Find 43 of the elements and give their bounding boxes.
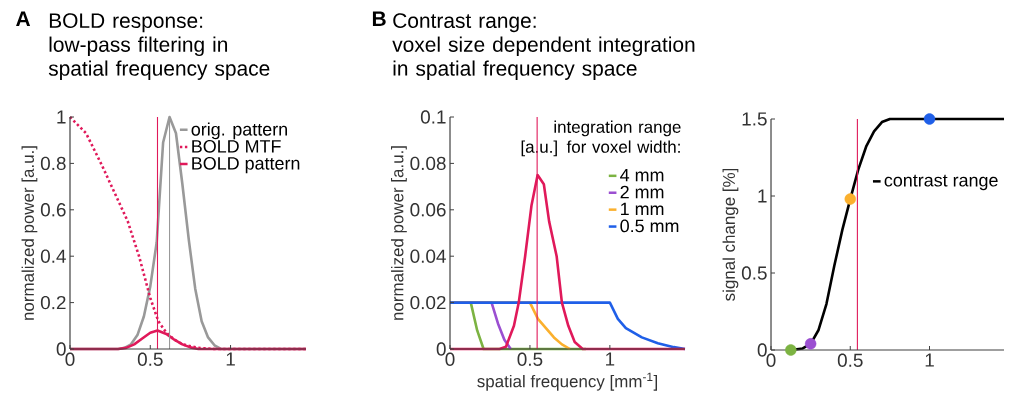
chart-subtitle: low-pass filtering in spatial frequency space: [48, 36, 270, 80]
text: B: [372, 11, 386, 26]
x-axis-title: spatial frequency [mm$^{-1}$]: [477, 372, 658, 391]
y-tick-label: 1: [758, 189, 767, 203]
y-tick-label: 0.6: [40, 203, 66, 217]
y-tick-label: 0.1: [420, 110, 446, 124]
legend-label: 0.5 mm: [620, 219, 679, 233]
y-tick-label: 0.08: [410, 156, 446, 171]
y-tick-label: 0.4: [40, 249, 66, 263]
y-axis-title: normalized power [a.u.]: [391, 146, 407, 320]
legend-label: BOLD MTF: [192, 139, 281, 153]
chart-title: Contrast range:: [393, 13, 536, 33]
y-tick-label: 0.04: [410, 249, 446, 263]
y-tick-label: 0: [436, 342, 446, 356]
legend-label: 1 mm: [621, 202, 664, 216]
legend-label: 4 mm: [620, 168, 664, 182]
y-tick-label: 0.5: [741, 266, 767, 280]
x-tick-label: 0: [766, 353, 776, 367]
legend-label: contrast range: [884, 174, 998, 191]
y-tick-label: 0.2: [40, 295, 66, 310]
y-tick-label: 0: [56, 342, 66, 356]
chart-title: BOLD response:: [49, 13, 203, 33]
x-tick-label: 0.5: [137, 352, 163, 366]
x-tick-label: 1: [925, 353, 934, 367]
y-axis-title: normalized power [a.u.]: [21, 146, 38, 320]
legend-label: 2 mm: [620, 185, 664, 199]
y-tick-label: 1.5: [742, 112, 767, 126]
legend-label: BOLD pattern: [192, 156, 300, 174]
legend-label: orig. pattern: [191, 122, 287, 140]
chart-subtitle: voxel size dependent integration in spatial frequency space: [392, 36, 695, 80]
y-tick-label: 0: [757, 343, 767, 357]
y-axis-title: signal change [%]: [722, 168, 739, 301]
y-tick-label: 0.02: [410, 295, 446, 310]
y-tick-label: 0.8: [40, 156, 66, 171]
x-tick-label: 1: [226, 352, 235, 366]
text: A: [16, 11, 31, 26]
y-tick-label: 0.06: [410, 203, 446, 217]
y-tick-label: 1: [57, 110, 66, 124]
x-tick-label: 0.5: [517, 352, 543, 366]
x-tick-label: 1: [606, 352, 615, 366]
x-tick-label: 0: [65, 352, 75, 366]
x-tick-label: 0: [445, 352, 455, 366]
x-tick-label: 0.5: [837, 353, 863, 367]
